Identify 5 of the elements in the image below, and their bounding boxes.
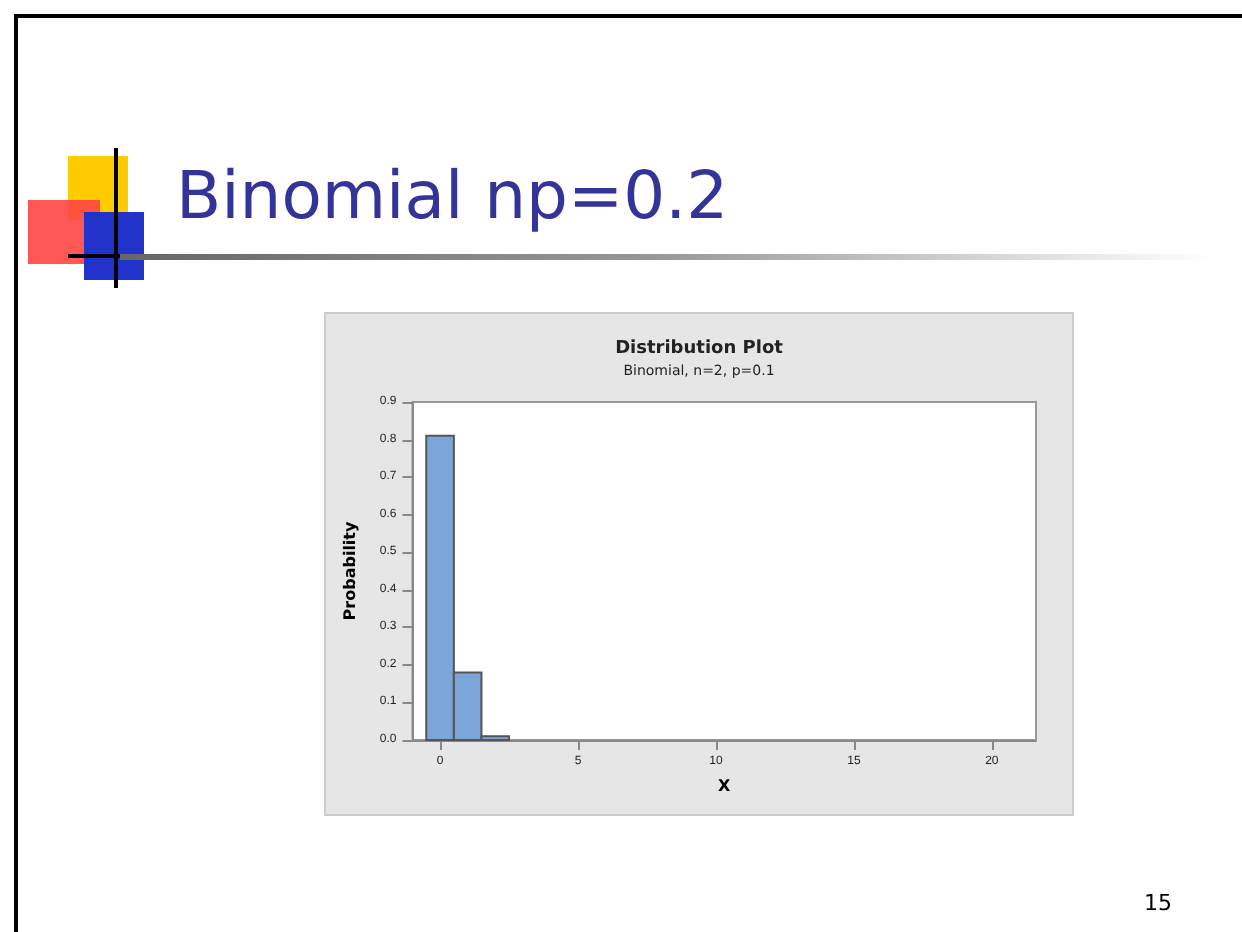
text: 15 <box>1144 890 1172 916</box>
x-axis-title: X <box>718 776 733 795</box>
chart-title: Distribution Plot <box>615 339 785 359</box>
text: Binomial np=0.2 <box>176 156 729 234</box>
y-axis-title: Probability <box>341 520 359 621</box>
